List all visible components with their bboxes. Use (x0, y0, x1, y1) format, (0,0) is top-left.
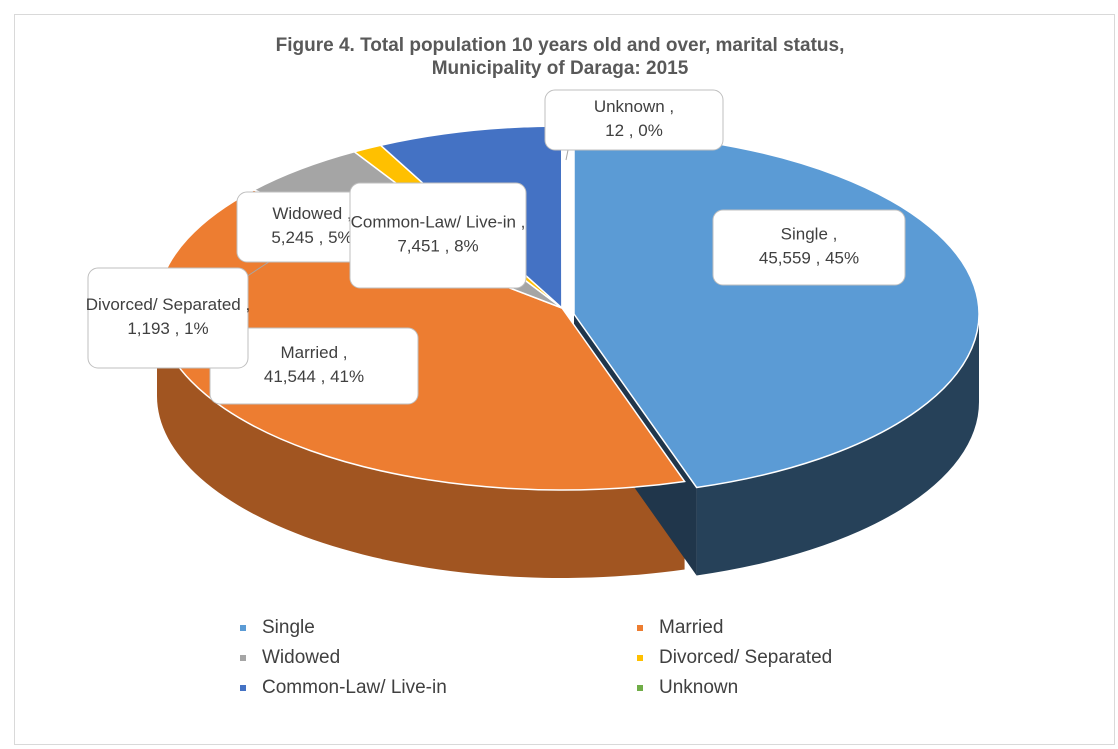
legend-label: Married (659, 617, 723, 638)
legend-label: Common-Law/ Live-in (262, 677, 447, 698)
legend-swatch (240, 655, 246, 661)
data-label-value: 12 (605, 121, 624, 140)
data-label: Divorced/ Separated , (86, 295, 250, 314)
data-label-percent: 8% (454, 237, 479, 256)
legend-label: Divorced/ Separated (659, 647, 832, 668)
chart-title: Municipality of Daraga: 2015 (432, 58, 689, 79)
data-label-value: 7,451 (397, 237, 440, 256)
data-label-name: Common-Law/ Live-in (351, 213, 516, 232)
data-label: 5,245 , 5% (271, 228, 352, 247)
data-label: Married , (280, 343, 347, 362)
legend-swatch (637, 655, 643, 661)
data-label: Common-Law/ Live-in , (351, 213, 526, 232)
data-label-box (712, 209, 906, 286)
slice (156, 189, 686, 491)
data-label-value: 1,193 (127, 319, 170, 338)
data-label: Single , (781, 225, 838, 244)
data-label-separator: , (665, 97, 674, 116)
data-label: 41,544 , 41% (264, 367, 364, 386)
legend-label: Single (262, 617, 315, 638)
data-label: Unknown , (594, 97, 674, 116)
data-label: 12 , 0% (605, 121, 663, 140)
slice-side (696, 314, 979, 576)
chart-title: Figure 4. Total population 10 years old … (276, 35, 845, 56)
data-label-name: Widowed (272, 204, 342, 223)
data-label-value: 5,245 (271, 228, 314, 247)
data-label-separator: , (314, 228, 328, 247)
data-label-separator: , (516, 213, 525, 232)
legend-label: Widowed (262, 647, 340, 668)
data-label-separator: , (440, 237, 454, 256)
data-label-separator: , (338, 343, 347, 362)
data-label-separator: , (170, 319, 184, 338)
data-label-name: Married (280, 343, 338, 362)
data-label-percent: 5% (328, 228, 353, 247)
data-label-percent: 41% (330, 367, 364, 386)
slice-side (157, 308, 685, 579)
data-label-separator: , (316, 367, 330, 386)
data-label: 45,559 , 45% (759, 249, 859, 268)
data-label-value: 45,559 (759, 249, 811, 268)
data-label-separator: , (811, 249, 825, 268)
data-label-separator: , (241, 295, 250, 314)
data-label-name: Single (781, 225, 828, 244)
legend-swatch (637, 625, 643, 631)
data-label: 1,193 , 1% (127, 319, 208, 338)
data-label-box (544, 89, 724, 151)
data-label: 7,451 , 8% (397, 237, 478, 256)
legend-label: Unknown (659, 677, 738, 698)
data-label-name: Divorced/ Separated (86, 295, 241, 314)
data-label-separator: , (828, 225, 837, 244)
data-label-percent: 1% (184, 319, 209, 338)
data-label-box (87, 267, 249, 369)
data-label-name: Unknown (594, 97, 665, 116)
data-label-separator: , (624, 121, 638, 140)
data-label: Widowed , (272, 204, 351, 223)
data-label-percent: 45% (825, 249, 859, 268)
data-label-value: 41,544 (264, 367, 316, 386)
data-label-separator: , (342, 204, 351, 223)
legend-swatch (240, 625, 246, 631)
leader-line (565, 149, 569, 161)
data-label-box (349, 182, 527, 289)
legend-swatch (637, 685, 643, 691)
legend-swatch (240, 685, 246, 691)
data-label-percent: 0% (638, 121, 663, 140)
